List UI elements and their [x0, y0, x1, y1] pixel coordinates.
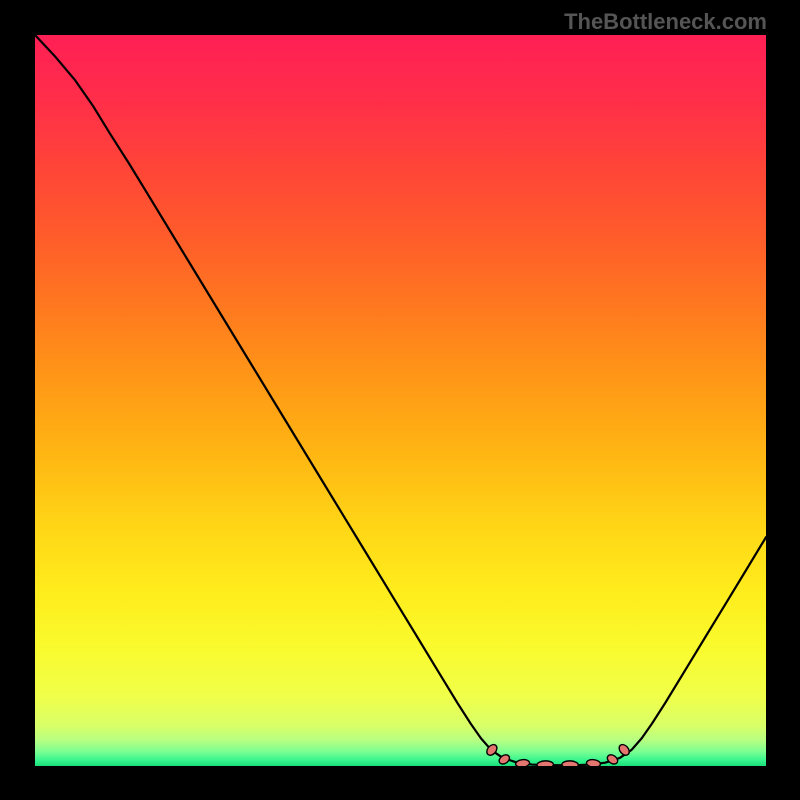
gradient-background [35, 35, 766, 766]
chart-stage: TheBottleneck.com [0, 0, 800, 800]
valley-marker [562, 761, 579, 766]
valley-marker [537, 761, 554, 766]
bottleneck-chart [35, 35, 766, 766]
watermark-text: TheBottleneck.com [564, 9, 767, 35]
